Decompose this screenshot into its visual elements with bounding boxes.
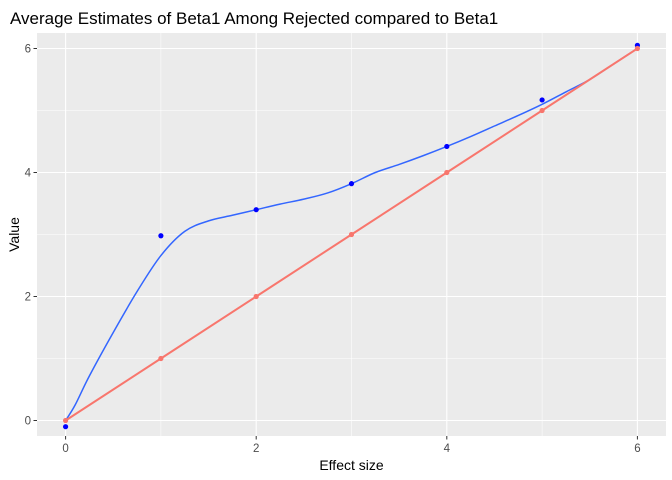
- y-tick-label: 0: [25, 416, 31, 428]
- tick-labels: 0 2 4 6 0 2 4 6: [25, 44, 641, 456]
- x-tick-label: 0: [62, 443, 68, 455]
- true-value-point: [348, 231, 355, 238]
- x-tick-label: 4: [444, 443, 451, 455]
- data-layer: [62, 42, 641, 430]
- estimate-point: [158, 233, 164, 239]
- x-tick-label: 2: [253, 443, 259, 455]
- estimate-point: [253, 207, 259, 213]
- true-value-point: [444, 169, 450, 176]
- true-value-point: [62, 417, 69, 424]
- true-value-point: [158, 355, 164, 362]
- x-axis-title: Effect size: [319, 457, 384, 473]
- chart-title: Average Estimates of Beta1 Among Rejecte…: [10, 9, 498, 28]
- true-value-point: [253, 293, 259, 300]
- estimate-smooth-line: [64, 47, 638, 421]
- estimate-point: [444, 143, 450, 150]
- x-tick-label: 6: [634, 443, 640, 455]
- estimate-point: [62, 424, 69, 430]
- major-grid: [37, 33, 666, 436]
- y-axis-title: Value: [6, 217, 22, 252]
- true-value-point: [634, 45, 641, 52]
- y-tick-label: 6: [25, 44, 31, 56]
- true-value-point: [539, 107, 545, 114]
- estimate-point: [539, 97, 545, 103]
- y-tick-label: 4: [25, 168, 32, 180]
- estimate-point: [348, 181, 355, 187]
- axis-ticks: [33, 48, 638, 440]
- y-tick-label: 2: [25, 292, 31, 304]
